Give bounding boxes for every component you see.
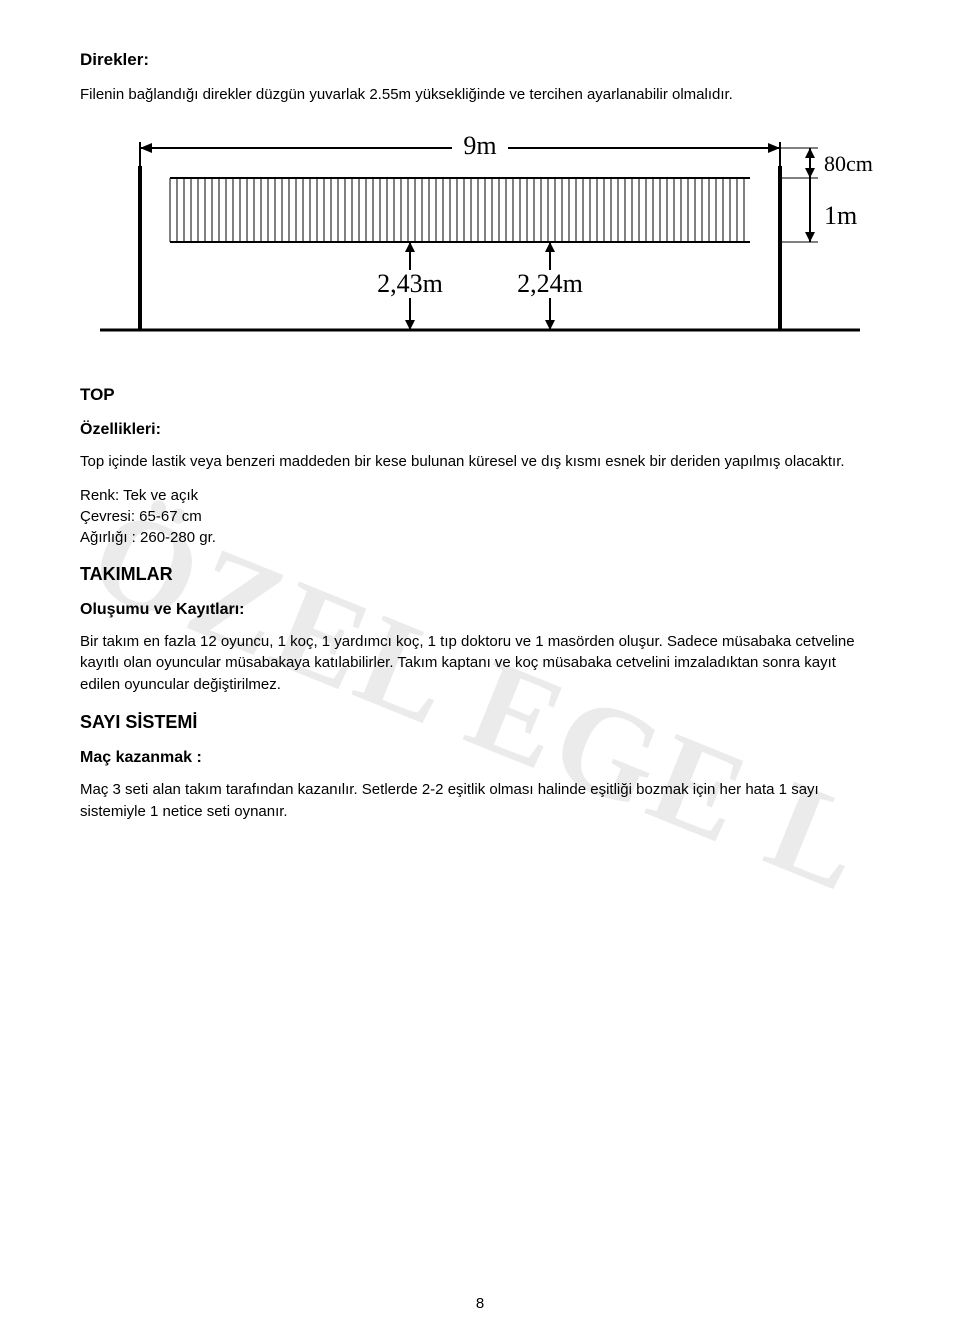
svg-text:1m: 1m [824,201,857,230]
top-text: Top içinde lastik veya benzeri maddeden … [80,451,880,473]
svg-text:2,24m: 2,24m [517,269,583,298]
net-diagram: 9m 80cm 1m 2,43m 2,24m [80,130,880,355]
takimlar-heading: TAKIMLAR [80,564,880,585]
takimlar-subheading: Oluşumu ve Kayıtları: [80,601,880,619]
svg-text:2,43m: 2,43m [377,269,443,298]
svg-text:9m: 9m [463,131,496,160]
direkler-heading: Direkler: [80,50,880,70]
direkler-text: Filenin bağlandığı direkler düzgün yuvar… [80,84,880,106]
sayi-heading: SAYI SİSTEMİ [80,712,880,733]
takimlar-text: Bir takım en fazla 12 oyuncu, 1 koç, 1 y… [80,631,880,696]
top-subheading: Özellikleri: [80,421,880,439]
top-spec-agirlik: Ağırlığı : 260-280 gr. [80,527,880,548]
top-spec-cevre: Çevresi: 65-67 cm [80,506,880,527]
top-spec-renk: Renk: Tek ve açık [80,485,880,506]
page-number: 8 [476,1295,484,1312]
top-heading: TOP [80,385,880,405]
sayi-text: Maç 3 seti alan takım tarafından kazanıl… [80,779,880,823]
svg-text:80cm: 80cm [824,151,873,176]
sayi-subheading: Maç kazanmak : [80,749,880,767]
